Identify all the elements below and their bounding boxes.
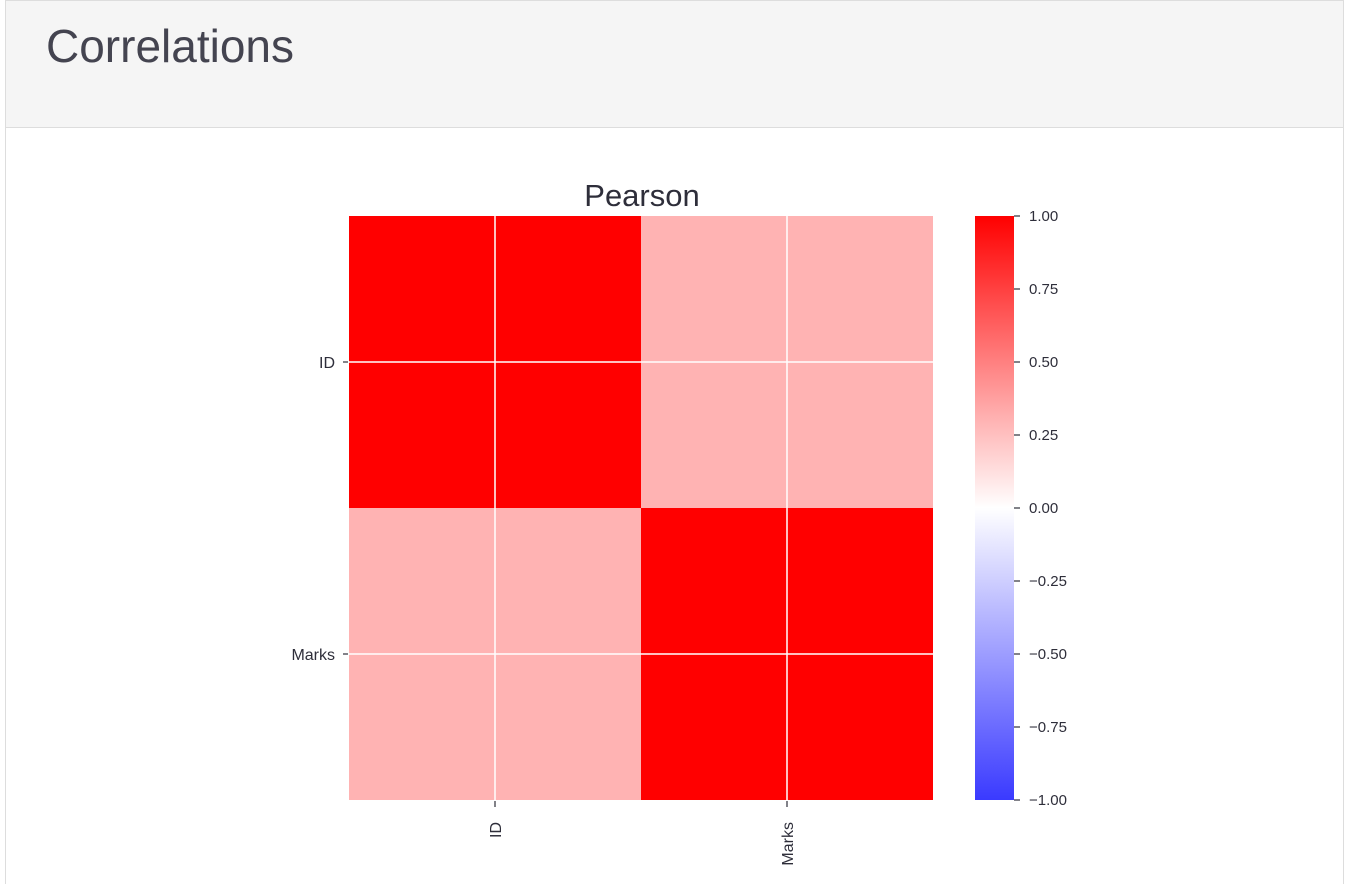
y-tick-label: ID xyxy=(319,355,335,372)
page-title: Correlations xyxy=(46,20,294,72)
colorbar-tick-label: −0.25 xyxy=(1029,573,1067,590)
colorbar-tick-label: 1.00 xyxy=(1029,208,1058,225)
heatmap-cells xyxy=(349,216,933,800)
colorbar-ticks: 1.00 0.75 0.50 0.25 0.00 −0.25 −0.50 −0.75 −1.00 xyxy=(1014,208,1067,809)
y-tick-label: Marks xyxy=(291,647,335,664)
chart-title: Pearson xyxy=(584,178,699,213)
x-tick-labels: ID Marks xyxy=(488,801,797,866)
panel-header: Correlations xyxy=(5,0,1344,128)
x-tick-label: ID xyxy=(488,822,505,838)
panel-body: Pearson ID Marks ID Marks 1.00 0.75 0.50 0.25… xyxy=(5,128,1344,884)
colorbar xyxy=(975,216,1014,800)
y-tick-labels: ID Marks xyxy=(291,355,348,664)
colorbar-tick-label: 0.00 xyxy=(1029,500,1058,517)
heatmap-gridlines xyxy=(349,216,933,800)
colorbar-tick-label: −0.50 xyxy=(1029,646,1067,663)
colorbar-tick-label: −1.00 xyxy=(1029,792,1067,809)
colorbar-tick-label: 0.75 xyxy=(1029,281,1058,298)
x-tick-label: Marks xyxy=(780,822,797,866)
colorbar-tick-label: 0.50 xyxy=(1029,354,1058,371)
pearson-heatmap: Pearson ID Marks ID Marks 1.00 0.75 0.50 0.25… xyxy=(291,178,1067,866)
colorbar-tick-label: 0.25 xyxy=(1029,427,1058,444)
colorbar-tick-label: −0.75 xyxy=(1029,719,1067,736)
